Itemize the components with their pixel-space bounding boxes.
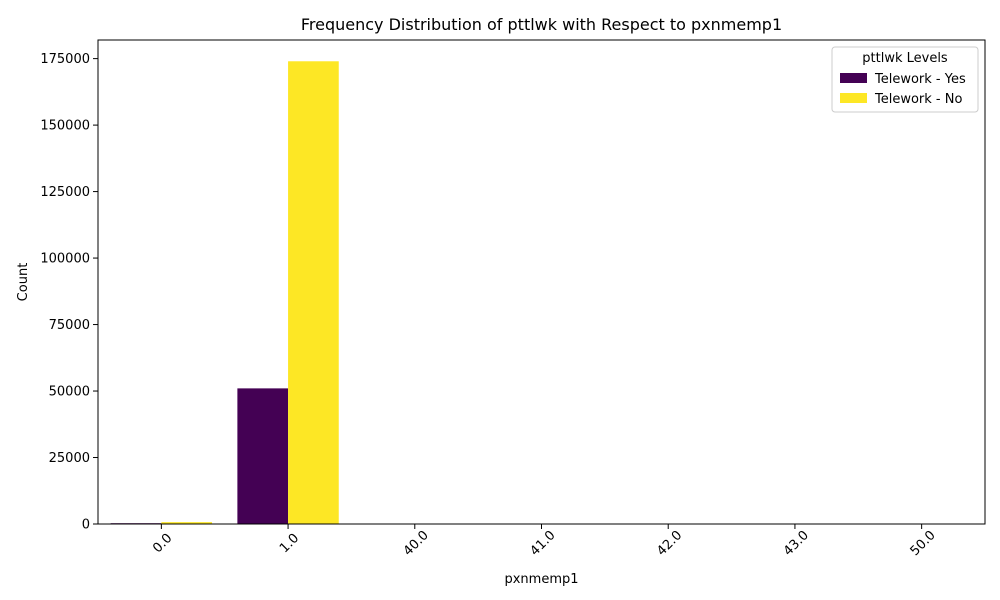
y-axis-label: Count <box>16 263 31 302</box>
x-tick-label: 1.0 <box>277 531 302 556</box>
x-tick-label: 50.0 <box>908 528 939 559</box>
plot-area: 0 25000 50000 75000 100000 125000 150000 175000… <box>40 39 986 559</box>
chart-title: Frequency Distribution of pttlwk with Re… <box>301 15 782 34</box>
y-tick-label: 50000 <box>49 385 90 400</box>
legend: pttlwk Levels Telework - Yes Telework - N… <box>831 46 979 113</box>
x-tick-label: 43.0 <box>781 528 812 559</box>
y-tick-label: 25000 <box>49 451 90 466</box>
y-tick-label: 75000 <box>49 318 90 333</box>
x-tick-label: 42.0 <box>654 528 685 559</box>
legend-box <box>831 46 979 113</box>
legend-entry-label: Telework - Yes <box>874 72 966 87</box>
x-tick-label: 40.0 <box>401 528 432 559</box>
legend-swatch <box>840 93 867 103</box>
bar-telework-no <box>288 61 339 525</box>
legend-entry-label: Telework - No <box>874 92 962 107</box>
bar-telework-no <box>161 522 213 524</box>
y-tick-label: 0 <box>82 518 90 533</box>
x-tick-label: 41.0 <box>527 528 558 559</box>
y-tick-label: 175000 <box>40 52 90 67</box>
y-tick-label: 150000 <box>40 119 90 134</box>
legend-title: pttlwk Levels <box>862 51 948 66</box>
axes-frame <box>97 39 986 525</box>
x-tick-label: 0.0 <box>150 531 175 556</box>
y-tick-label: 125000 <box>40 185 90 200</box>
legend-swatch <box>840 73 867 83</box>
y-tick-label: 100000 <box>40 252 90 267</box>
bar-telework-yes <box>237 388 289 524</box>
x-axis-label: pxnmemp1 <box>504 572 578 587</box>
